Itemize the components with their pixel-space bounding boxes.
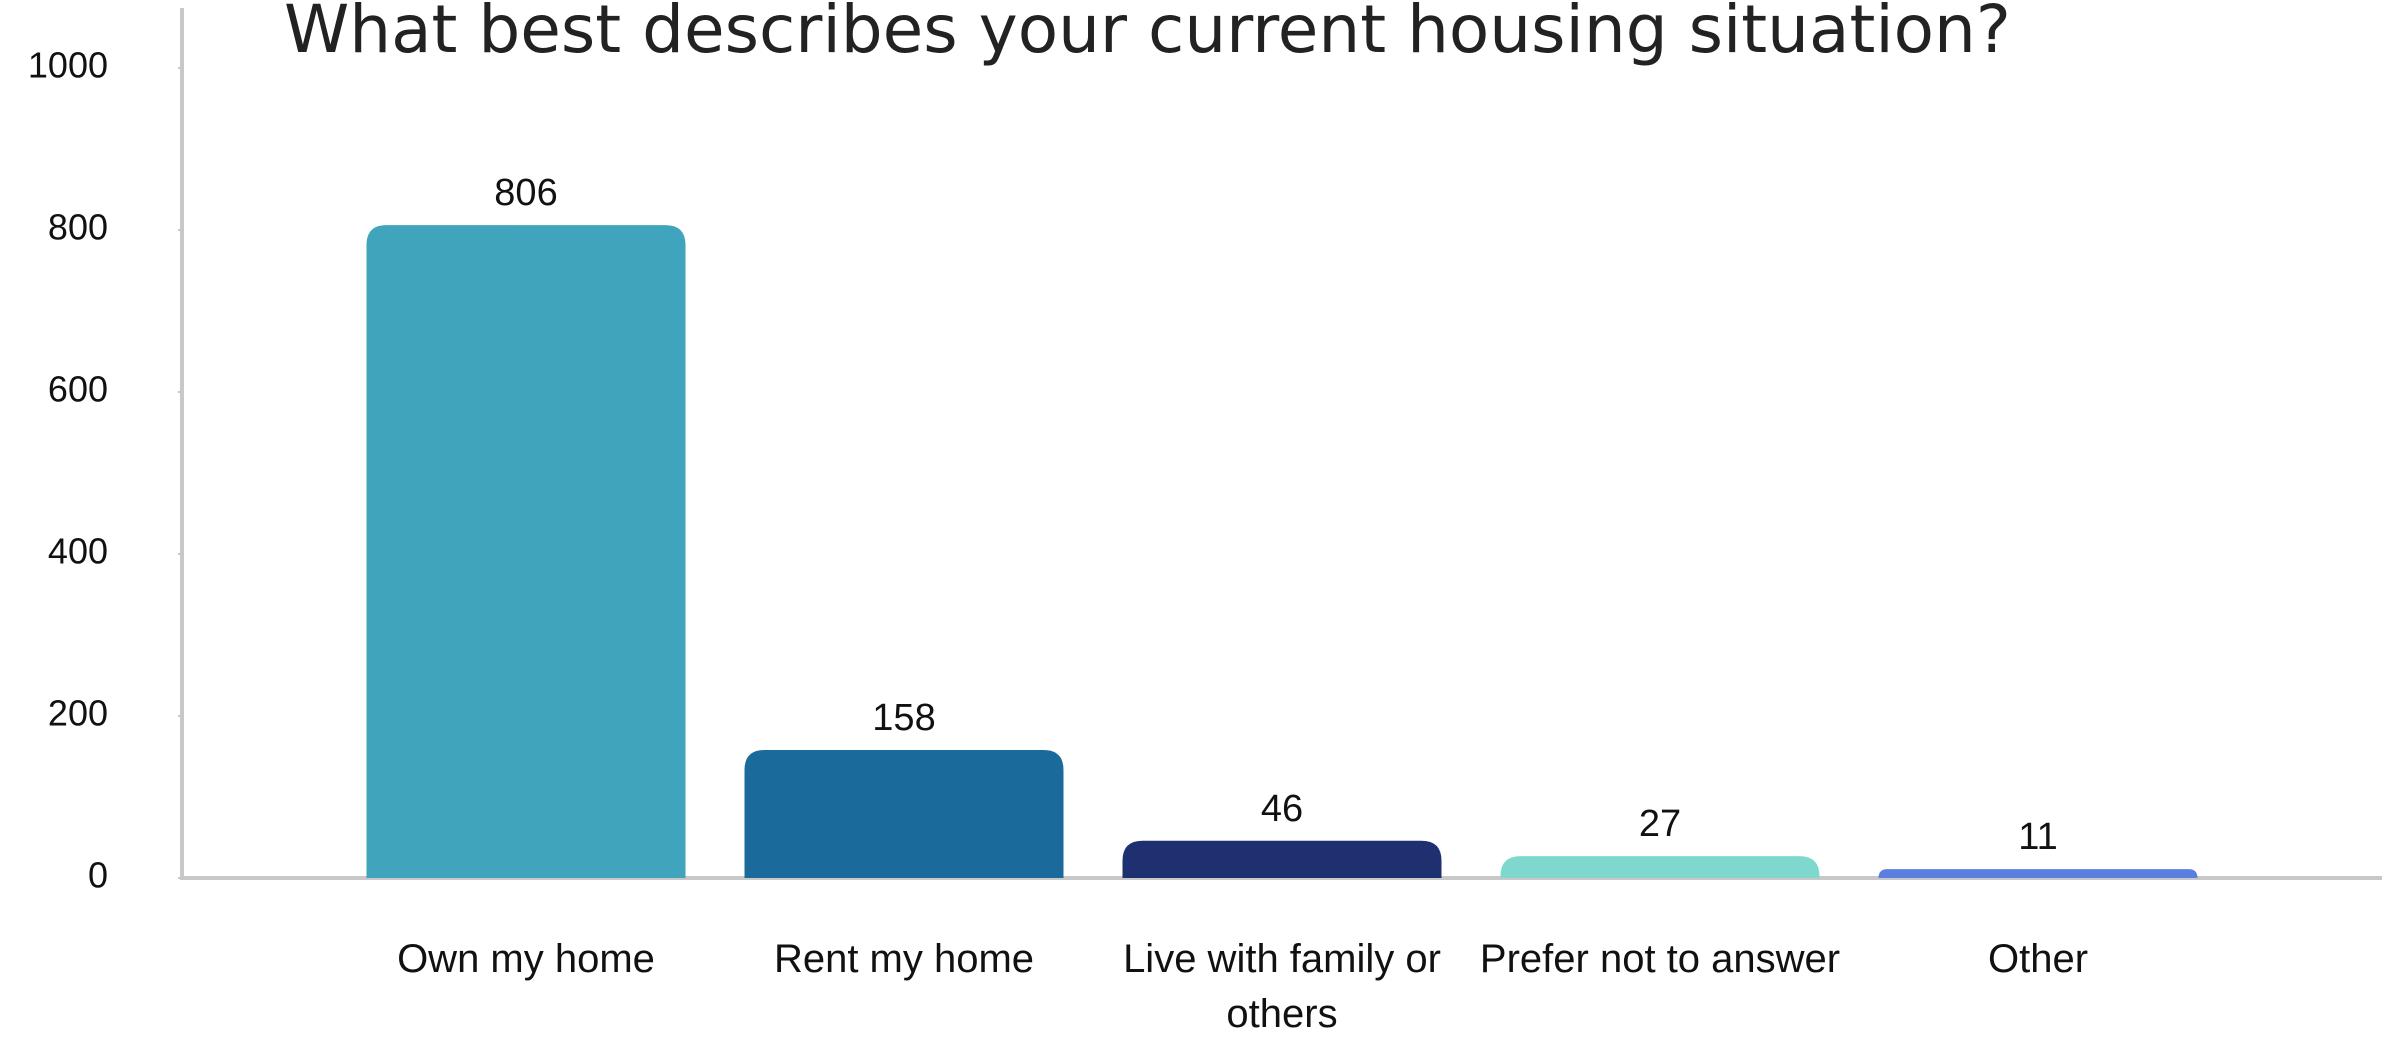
x-tick-label-box: Rent my home (773, 937, 1035, 981)
bar (1122, 840, 1442, 878)
value-label: 158 (872, 697, 935, 739)
y-tick-label: 0 (88, 855, 108, 896)
value-label: 11 (2018, 816, 2057, 858)
x-tick-label-box: Other (1987, 937, 2089, 981)
x-tick-label: Own my home (397, 937, 655, 981)
y-tick-label: 200 (48, 693, 108, 734)
y-tick-label: 400 (48, 531, 108, 572)
y-tick-label: 800 (48, 207, 108, 248)
x-tick-label: Other (1987, 937, 2089, 981)
chart-title: What best describes your current housing… (284, 0, 2011, 68)
bar (744, 750, 1064, 878)
y-tick-label: 600 (48, 369, 108, 410)
bar (1878, 869, 2198, 878)
x-tick-label-box: Own my home (397, 937, 655, 981)
y-tick-label: 1000 (28, 45, 108, 86)
x-tick-label: Rent my home (773, 937, 1035, 981)
value-label: 806 (494, 172, 557, 214)
value-label: 46 (1261, 788, 1303, 830)
x-tick-label: Prefer not to answer (1479, 937, 1841, 981)
x-tick-label: Live with family or others (1123, 937, 1441, 1036)
bar (1500, 856, 1820, 878)
x-tick-label-box: Prefer not to answer (1479, 937, 1841, 981)
x-tick-label-box: Live with family or others (1123, 937, 1441, 1036)
bar (366, 225, 686, 878)
value-label: 27 (1639, 803, 1681, 845)
